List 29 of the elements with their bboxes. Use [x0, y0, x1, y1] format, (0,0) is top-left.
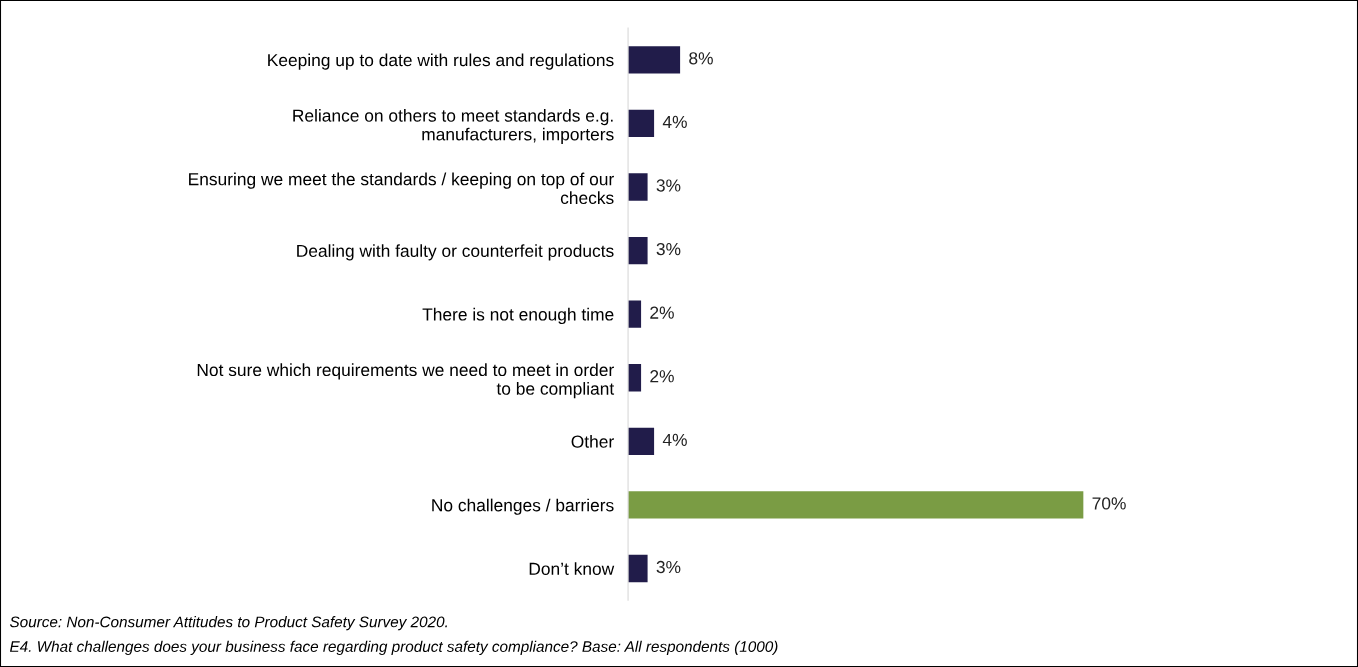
data-label: 70%	[1092, 497, 1126, 510]
y-tick-label: No challenges / barriers	[432, 498, 614, 515]
bar	[628, 300, 642, 328]
y-tick-label: Dealing with faulty or counterfeit products	[297, 244, 614, 261]
y-tick-label: There is not enough time	[422, 307, 614, 325]
y-tick-label: Other	[571, 435, 614, 448]
data-label: 3%	[656, 560, 681, 574]
y-tick-label: Keeping up to date with rules and regulations	[268, 53, 614, 70]
bar	[628, 554, 648, 583]
bar	[628, 491, 1084, 519]
data-label: 8%	[689, 52, 713, 65]
data-label: 2%	[650, 306, 674, 319]
y-tick-label: Ensuring we meet the standards / keeping on top of our checks	[189, 172, 614, 205]
bar	[628, 364, 642, 392]
bar	[628, 109, 655, 138]
y-tick-label: Not sure which requirements we need to meet in order to be compliant	[197, 363, 615, 399]
y-tick-label: Don’t know	[529, 562, 615, 575]
bar	[628, 46, 681, 74]
bar	[628, 173, 648, 201]
data-label: 3%	[656, 179, 681, 192]
data-label: 4%	[662, 115, 687, 128]
data-label: 3%	[656, 242, 681, 256]
y-tick-label: Reliance on others to meet standards e.g. manufacturers, importers	[293, 109, 614, 144]
data-label: 2%	[650, 370, 674, 383]
bar	[628, 427, 655, 455]
bar	[628, 236, 648, 265]
data-label: 4%	[662, 433, 687, 446]
text: E4. What challenges does your business face regarding product safety compliance? Base: All respondents (1000)	[9, 640, 778, 655]
source-note: Source: Non-Consumer Attitudes to Product Safety Survey 2020.	[9, 616, 447, 631]
